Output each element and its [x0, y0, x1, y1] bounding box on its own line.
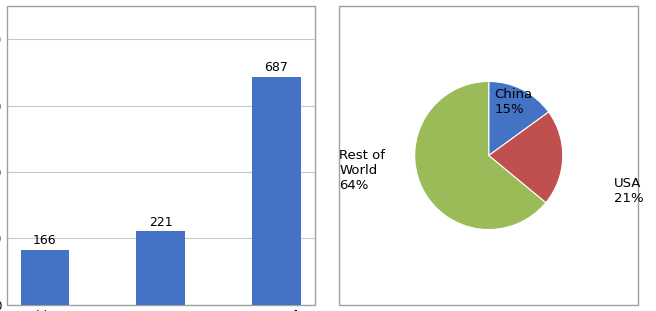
- Wedge shape: [489, 112, 563, 203]
- Bar: [252, 77, 301, 305]
- Text: Rest of
World
64%: Rest of World 64%: [339, 149, 386, 192]
- Bar: [136, 231, 185, 305]
- Title: Number of API Facilities for All
370 US Marketed Drugs on the
2019 WHO Essential: Number of API Facilities for All 370 US …: [47, 0, 274, 1]
- Text: USA
21%: USA 21%: [614, 177, 644, 205]
- Text: 221: 221: [149, 216, 173, 229]
- Text: 687: 687: [264, 61, 289, 74]
- Bar: [20, 250, 70, 305]
- Bar: [7, 6, 315, 305]
- Bar: [339, 6, 638, 305]
- Title: Percent of API Facilities for All 370
US Marketed Drugs on the 2019
WHO Essentia: Percent of API Facilities for All 370 US…: [364, 0, 613, 1]
- Text: 166: 166: [33, 234, 56, 247]
- Wedge shape: [415, 81, 546, 230]
- Wedge shape: [489, 81, 548, 156]
- Text: China
15%: China 15%: [495, 88, 533, 116]
